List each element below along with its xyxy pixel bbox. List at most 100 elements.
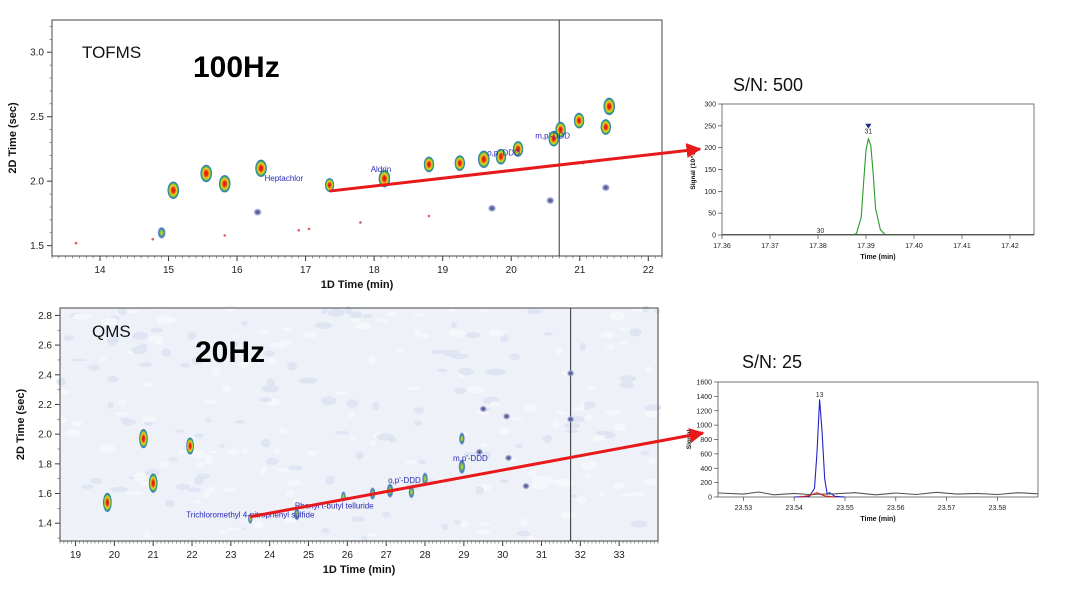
noise-texture xyxy=(238,361,251,368)
noise-texture xyxy=(101,317,119,327)
y-tick-label: 1.4 xyxy=(38,519,52,530)
noise-texture xyxy=(321,527,330,534)
noise-texture xyxy=(219,443,225,448)
noise-texture xyxy=(189,450,206,459)
tofms-contour-chart: 14 15 16 17 18 19 20 21 22 1.5 2.0 2.5 3.0 1D Time (m… xyxy=(7,19,663,291)
noise-texture xyxy=(278,428,288,435)
noise-texture xyxy=(450,353,469,359)
noise-texture xyxy=(320,396,337,406)
y-tick-label: 50 xyxy=(708,211,716,218)
noise-texture xyxy=(145,469,160,477)
x-tick-label: 18 xyxy=(369,265,381,276)
noise-texture xyxy=(57,389,71,395)
noise-texture xyxy=(178,450,186,455)
peak-spot xyxy=(200,164,213,183)
noise-texture xyxy=(467,385,485,394)
peak-spot xyxy=(423,156,435,173)
x-tick-label: 27 xyxy=(381,550,393,561)
noise-texture xyxy=(168,457,178,461)
x-axis-label: Time (min) xyxy=(860,254,895,261)
noise-texture xyxy=(139,343,147,349)
peak-annotation: Aldrin xyxy=(371,165,391,174)
x-tick-label: 15 xyxy=(163,265,175,276)
noise-texture xyxy=(348,411,355,419)
peak-spot xyxy=(218,174,231,193)
y-tick-label: 1200 xyxy=(696,408,712,415)
noise-texture xyxy=(516,530,531,537)
y-tick-label: 250 xyxy=(704,123,716,130)
noise-texture xyxy=(88,364,100,371)
noise-texture xyxy=(174,429,185,433)
x-tick-label: 17 xyxy=(300,265,312,276)
noise-texture xyxy=(465,332,481,339)
noise-texture xyxy=(63,335,74,342)
peak-spot xyxy=(454,155,466,172)
noise-texture xyxy=(586,386,596,391)
noise-texture xyxy=(142,416,156,423)
noise-texture xyxy=(552,420,561,429)
noise-texture xyxy=(368,532,378,537)
noise-texture xyxy=(644,411,661,418)
noise-texture xyxy=(527,469,538,477)
noise-texture xyxy=(118,307,127,316)
noise-texture xyxy=(204,454,214,464)
noise-texture xyxy=(56,416,67,423)
noise-texture xyxy=(196,473,211,479)
acquisition-rate-label: 20Hz xyxy=(195,336,265,369)
noise-texture xyxy=(266,378,275,388)
noise-texture xyxy=(404,460,417,464)
noise-texture xyxy=(619,381,635,388)
noise-texture xyxy=(328,308,345,317)
noise-texture xyxy=(287,361,297,371)
faint-peak xyxy=(521,482,530,490)
y-tick-label: 2.6 xyxy=(38,341,52,352)
noise-texture xyxy=(453,520,461,525)
noise-texture xyxy=(216,529,229,534)
noise-texture xyxy=(261,384,280,393)
signal-to-noise-title: S/N: 25 xyxy=(742,352,802,372)
noise-texture xyxy=(511,416,524,421)
noise-texture xyxy=(150,327,164,333)
noise-texture xyxy=(133,472,147,482)
x-tick-label: 21 xyxy=(574,265,586,276)
noise-texture xyxy=(564,422,580,429)
faint-peak xyxy=(566,415,575,423)
faint-peak xyxy=(601,183,611,192)
noise-texture xyxy=(490,401,500,407)
x-tick-label: 17.39 xyxy=(857,243,875,250)
x-tick-label: 23.57 xyxy=(938,505,956,512)
peak-annotation: o,p'-DDD xyxy=(388,476,421,485)
noise-texture xyxy=(381,511,391,518)
x-tick-label: 22 xyxy=(643,265,655,276)
noise-texture xyxy=(235,420,245,424)
x-tick-label: 14 xyxy=(94,265,106,276)
noise-texture xyxy=(565,428,578,434)
noise-texture xyxy=(160,461,170,469)
y-tick-label: 2.4 xyxy=(38,370,52,381)
noise-texture xyxy=(70,358,88,362)
noise-texture xyxy=(126,309,143,314)
peak-annotation: o,p'-DDD xyxy=(487,148,520,157)
noise-texture xyxy=(641,305,650,313)
noise-texture xyxy=(362,314,373,319)
noise-texture xyxy=(595,430,612,436)
noise-texture xyxy=(253,520,265,529)
noise-texture xyxy=(260,439,271,448)
faint-peak xyxy=(504,454,513,462)
noise-texture xyxy=(640,450,650,456)
x-tick-label: 24 xyxy=(264,550,276,561)
noise-texture xyxy=(499,479,509,483)
noise-texture xyxy=(164,500,175,508)
noise-texture xyxy=(98,444,115,453)
x-tick-label: 26 xyxy=(342,550,354,561)
x-tick-label: 16 xyxy=(231,265,243,276)
noise-texture xyxy=(552,478,567,486)
minor-peak xyxy=(427,214,431,218)
x-tick-label: 17.37 xyxy=(761,243,779,250)
noise-texture xyxy=(205,486,215,494)
noise-texture xyxy=(203,399,216,405)
noise-texture xyxy=(478,522,491,526)
noise-texture xyxy=(281,326,294,332)
noise-texture xyxy=(376,433,394,441)
peak-annotation: Heptachlor xyxy=(264,174,303,183)
